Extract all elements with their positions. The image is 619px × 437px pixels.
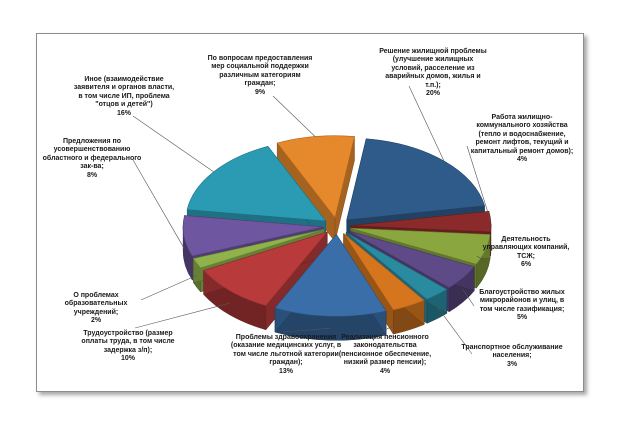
leader-line-1 [466, 145, 492, 222]
slice-label-health: Проблемы здравоохранения (оказание медиц… [230, 334, 342, 375]
slice-label-education: О проблемах образовательных учреждений; 2… [64, 292, 128, 325]
slice-label-pension: Реализация пенсионного законодательства … [338, 334, 432, 375]
slice-label-transport: Транспортное обслуживание населения; 3% [461, 344, 563, 368]
leader-line-5 [380, 317, 410, 333]
pie-chart [132, 85, 492, 355]
slice-label-other: Иное (взаимодействие заявителя и органов… [73, 76, 175, 117]
slice-label-management: Деятельность управляющих компаний, ТСЖ; 6… [482, 236, 570, 269]
slice-label-legislation: Предложения по усовершенствованию област… [42, 138, 142, 179]
slice-label-social-support: По вопросам предоставления мер социально… [207, 55, 313, 96]
leader-line-9 [132, 159, 185, 249]
slice-label-employment: Трудоустройство (размер оплаты труда, в … [81, 330, 175, 363]
leader-line-2 [476, 255, 486, 262]
pie-slice-6 [274, 233, 387, 341]
leader-line-6 [282, 328, 331, 333]
slice-label-improvement: Благоустройство жилых микрорайонов и ули… [479, 289, 565, 322]
leader-line-10 [132, 115, 214, 173]
leader-line-7 [134, 302, 231, 329]
slice-label-housing: Решение жилищной проблемы (улучшение жил… [379, 48, 487, 98]
leader-line-4 [436, 306, 473, 355]
leader-line-3 [462, 289, 475, 307]
leader-line-11 [272, 95, 316, 137]
slice-label-utilities: Работа жилищно-коммунального хозяйства (… [470, 114, 574, 164]
chart-frame: Решение жилищной проблемы (улучшение жил… [36, 33, 584, 392]
leader-line-8 [140, 275, 197, 301]
leader-line-0 [408, 85, 445, 162]
